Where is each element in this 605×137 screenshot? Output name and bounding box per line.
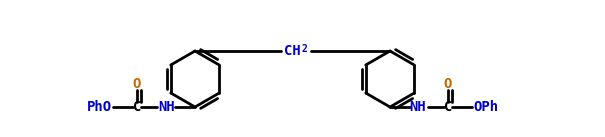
Text: PhO: PhO [87,100,111,114]
Text: OPh: OPh [474,100,499,114]
Text: O: O [444,77,452,91]
Text: C: C [133,100,141,114]
Text: C: C [444,100,452,114]
Text: O: O [133,77,141,91]
Text: NH: NH [410,100,427,114]
Text: 2: 2 [301,44,307,54]
Text: CH: CH [284,44,301,58]
Text: NH: NH [159,100,175,114]
